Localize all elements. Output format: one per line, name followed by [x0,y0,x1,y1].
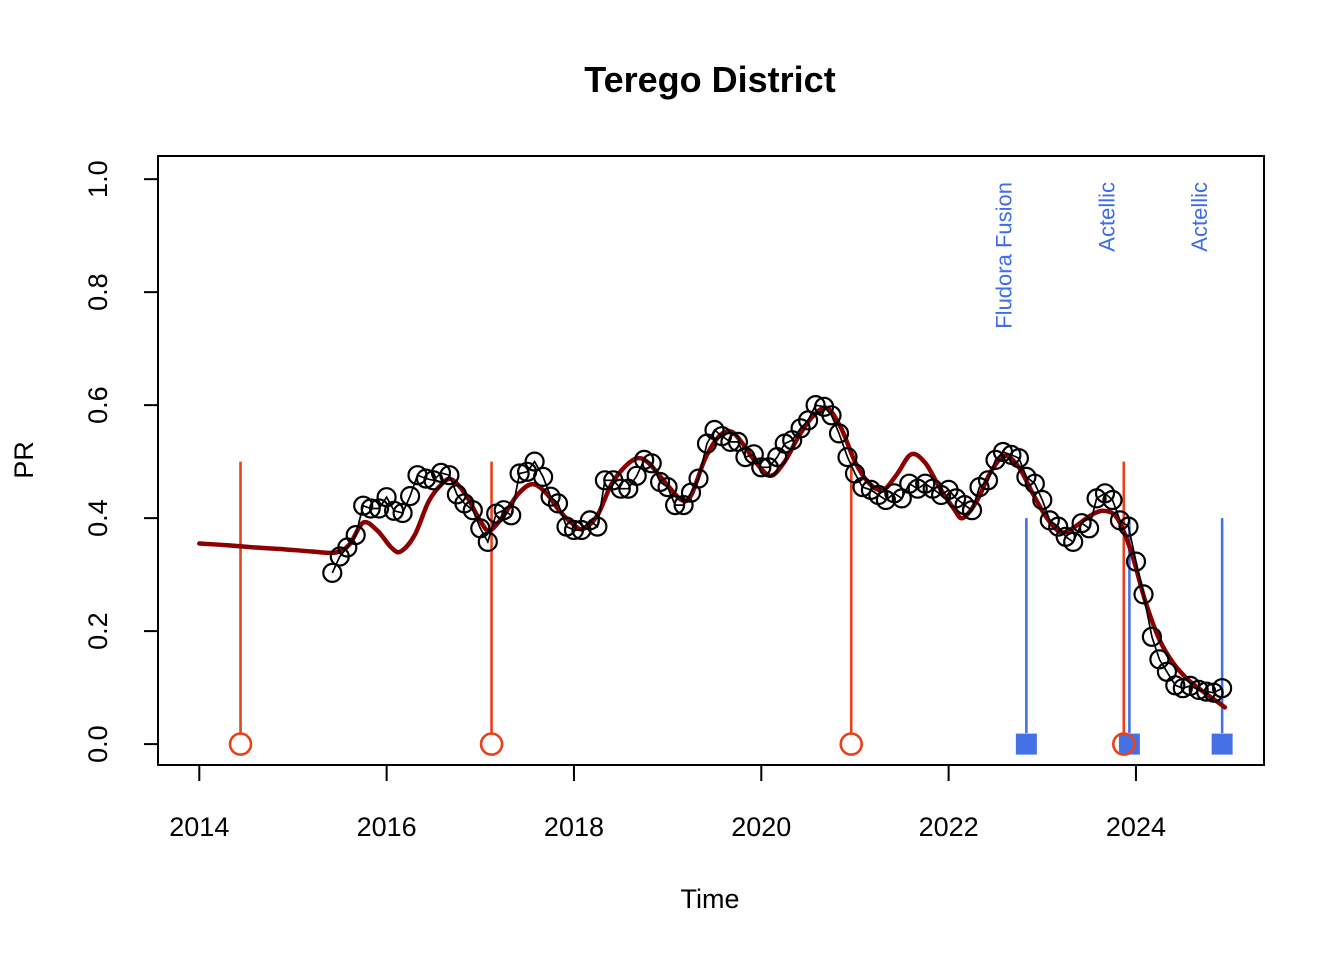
data-point [852,477,873,498]
y-tick-label: 0.2 [83,612,113,650]
x-tick-label: 2014 [169,812,229,842]
data-point [657,477,678,498]
intervention-label: Fludora Fusion [991,182,1016,329]
data-point [1118,516,1139,537]
filled-square-marker [1015,733,1037,755]
data-point [439,465,460,486]
data-point [384,500,405,521]
y-axis-title: PR [9,441,39,479]
data-point [563,519,585,541]
data-point [688,468,709,489]
data-point [360,498,381,519]
data-point [735,447,756,468]
data-point [626,465,647,486]
x-tick-label: 2018 [544,812,604,842]
data-point [509,463,530,484]
y-tick-label: 0.8 [83,273,113,311]
filled-square-marker [1118,733,1140,755]
data-point [641,453,662,474]
x-tick-label: 2024 [1106,812,1166,842]
data-point [977,470,999,491]
data-point [805,395,826,416]
data-point [462,500,483,521]
data-point [1196,681,1217,702]
data-point [751,457,772,478]
data-point [524,451,545,472]
data-point [1048,516,1069,537]
y-tick-label: 0.6 [83,386,113,424]
data-point [400,486,421,507]
open-circle-marker [228,732,253,756]
data-point [532,466,554,487]
intervention-label: Actellic [1187,182,1212,252]
x-tick-label: 2016 [357,812,417,842]
data-point [322,562,343,584]
data-point [345,524,366,546]
open-circle-marker [839,732,864,756]
data-point [1008,448,1030,469]
data-point [1211,678,1233,699]
data-point [1141,626,1163,647]
chart-title: Terego District [584,59,835,100]
data-point [392,502,413,524]
data-point [430,462,452,483]
x-tick-label: 2022 [919,812,979,842]
data-point [1125,551,1147,572]
data-point [837,447,858,468]
data-point [720,431,741,452]
x-axis-title: Time [681,884,740,914]
data-point [1024,473,1045,494]
data-point [477,531,498,553]
data-point [821,405,842,426]
data-point [1188,679,1209,701]
data-point [610,478,631,499]
x-tick-label: 2020 [731,812,791,842]
y-tick-label: 0.4 [83,499,113,537]
data-point [540,486,561,507]
data-point [828,423,850,444]
data-point [1102,489,1123,511]
data-point [1032,489,1053,511]
data-point [1094,483,1116,504]
data-point [547,493,569,514]
data-point [1078,518,1100,539]
open-circle-marker [1111,732,1136,756]
open-circle-marker [479,732,504,756]
y-tick-label: 1.0 [83,160,113,198]
trend-line [197,405,1228,710]
filled-square-marker [1211,733,1233,755]
intervention-label: Actellic [1094,182,1119,252]
data-point [501,505,522,526]
data-point [587,516,608,537]
y-tick-label: 0.0 [83,725,113,763]
plot-box [157,155,1265,766]
data-point [594,470,616,491]
data-point [961,500,983,521]
data-point [1133,584,1154,605]
plot-area: 2014 2016 2018 2020 2022 2024 0.0 0.2 0.4 0.6 0.8 1… [83,155,1265,842]
data-point [369,498,390,519]
data-point [664,495,686,516]
data-point [1063,531,1084,553]
